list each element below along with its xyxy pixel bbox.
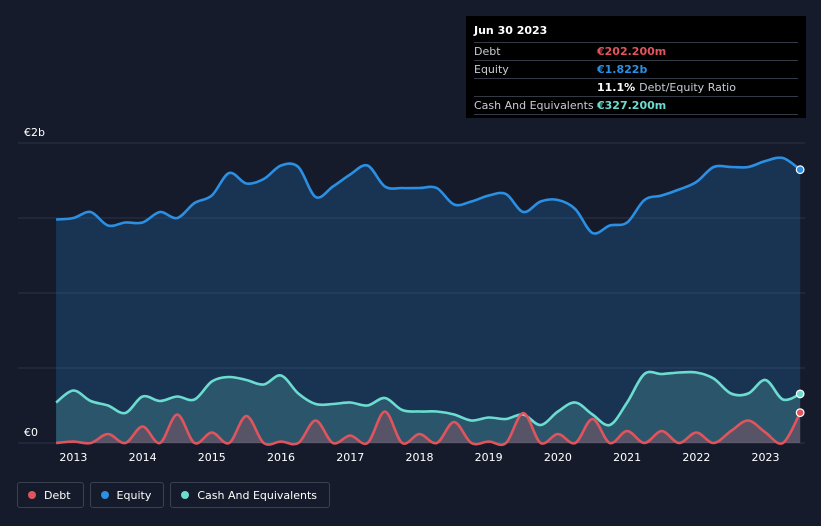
debt-endpoint xyxy=(795,408,805,418)
y-axis-top-label: €2b xyxy=(24,126,45,139)
x-tick-label: 2023 xyxy=(752,451,780,464)
legend-equity-label: Equity xyxy=(116,488,152,502)
x-tick-label: 2019 xyxy=(475,451,503,464)
x-tick-label: 2018 xyxy=(405,451,433,464)
tooltip-cash-value: €327.200m xyxy=(597,99,667,112)
x-tick-label: 2015 xyxy=(198,451,226,464)
tooltip-equity-value: €1.822b xyxy=(597,63,648,76)
legend-item-cash[interactable]: Cash And Equivalents xyxy=(170,482,330,508)
tooltip-equity-label: Equity xyxy=(474,63,509,76)
legend-debt-label: Debt xyxy=(44,488,71,502)
x-tick-label: 2016 xyxy=(267,451,295,464)
legend-cash-label: Cash And Equivalents xyxy=(197,488,317,502)
equity-line xyxy=(56,156,801,235)
x-tick-label: 2017 xyxy=(336,451,364,464)
cash-and-equivalents-area xyxy=(56,371,801,443)
equity-endpoint xyxy=(795,165,805,175)
tooltip-cash-label: Cash And Equivalents xyxy=(474,99,594,112)
tooltip-row-ratio: 11.1% Debt/Equity Ratio xyxy=(474,78,798,96)
tooltip-row-cash: Cash And Equivalents €327.200m xyxy=(474,96,798,115)
chart-legend: Debt Equity Cash And Equivalents xyxy=(17,482,330,510)
tooltip-row-debt: Debt €202.200m xyxy=(474,42,798,60)
tooltip-date: Jun 30 2023 xyxy=(474,24,548,37)
debt-dot-icon xyxy=(28,491,36,499)
equity-dot-icon xyxy=(100,491,109,499)
tooltip-debt-label: Debt xyxy=(474,45,501,58)
tooltip-ratio-label xyxy=(474,79,597,96)
tooltip-panel: Jun 30 2023 Debt €202.200m Equity €1.822… xyxy=(466,16,806,118)
x-tick-label: 2020 xyxy=(544,451,572,464)
equity-area xyxy=(56,157,801,443)
x-tick-label: 2021 xyxy=(613,451,641,464)
cash-dot-icon xyxy=(181,491,190,499)
x-tick-label: 2022 xyxy=(682,451,710,464)
tooltip-row-equity: Equity €1.822b xyxy=(474,60,798,78)
tooltip-ratio-suffix: Debt/Equity Ratio xyxy=(639,81,736,94)
x-tick-label: 2014 xyxy=(129,451,157,464)
tooltip-debt-value: €202.200m xyxy=(597,45,667,58)
x-tick-label: 2013 xyxy=(59,451,87,464)
cash-and-equivalents-endpoint xyxy=(795,389,805,399)
cash-and-equivalents-line xyxy=(55,370,801,427)
debt-line xyxy=(55,410,802,447)
y-axis-bottom-label: €0 xyxy=(24,426,38,439)
tooltip-ratio-value: 11.1% xyxy=(597,81,636,94)
legend-item-debt[interactable]: Debt xyxy=(17,482,84,508)
legend-item-equity[interactable]: Equity xyxy=(89,482,165,508)
